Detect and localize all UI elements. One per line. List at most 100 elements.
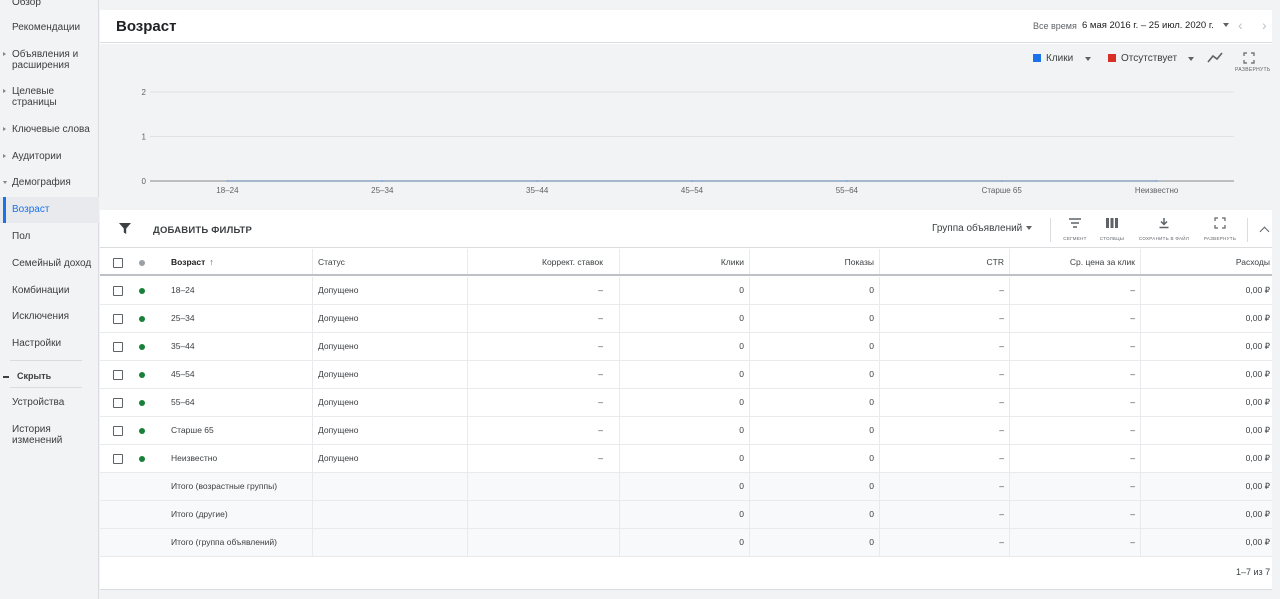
column-header-status[interactable]: Статус [318, 257, 345, 267]
chevron-down-icon[interactable] [1188, 57, 1194, 61]
column-divider [749, 389, 750, 416]
sidebar-item-overview[interactable]: Обзор [0, 0, 99, 8]
status-dot-icon [139, 400, 145, 406]
avg-cpc-cell: – [1130, 509, 1135, 519]
select-all-checkbox[interactable] [113, 258, 123, 268]
row-checkbox[interactable] [113, 286, 123, 296]
chevron-up-icon[interactable] [1259, 226, 1270, 237]
column-header-cost[interactable]: Расходы [1235, 257, 1270, 267]
segment-button[interactable]: СЕГМЕНТ [1062, 216, 1088, 241]
x-tick-label: 18–24 [216, 186, 239, 195]
sidebar-item-age[interactable]: Возраст [0, 197, 99, 223]
sidebar-item-change-history[interactable]: История изменений [0, 424, 99, 446]
bid-adjustment-cell[interactable]: – [598, 341, 603, 351]
column-header-ctr[interactable]: CTR [986, 257, 1004, 267]
sidebar-item-gender[interactable]: Пол [0, 231, 99, 242]
cost-cell: 0,00 ₽ [1245, 397, 1270, 407]
sidebar-hide-toggle[interactable]: Скрыть [0, 371, 99, 382]
sidebar-item-keywords[interactable]: Ключевые слова [0, 124, 99, 135]
caret-down-icon [3, 181, 7, 184]
bid-adjustment-cell[interactable]: – [598, 397, 603, 407]
x-tick-label: 55–64 [836, 186, 859, 195]
sidebar-item-label: Рекомендации [12, 22, 81, 33]
impressions-cell: 0 [869, 537, 874, 547]
sidebar-item-demographics[interactable]: Демография [0, 177, 99, 188]
add-filter-button[interactable]: ДОБАВИТЬ ФИЛЬТР [153, 225, 253, 236]
chevron-left-icon[interactable]: ‹ [1238, 17, 1243, 33]
sidebar-item-landing-pages[interactable]: Целевые страницы [0, 86, 99, 108]
metric2-color-swatch [1108, 54, 1116, 62]
sidebar-item-ads[interactable]: Объявления и расширения [0, 49, 99, 71]
sidebar-item-recommendations[interactable]: Рекомендации [0, 22, 99, 33]
chevron-down-icon[interactable] [1085, 57, 1091, 61]
expand-icon[interactable] [1243, 52, 1255, 64]
status-cell: Допущено [318, 425, 359, 435]
page-header: Возраст Все время 6 мая 2016 г. – 25 июл… [100, 10, 1272, 43]
toolbar-divider [1050, 218, 1051, 242]
chart-type-icon[interactable] [1207, 52, 1223, 64]
sidebar-item-devices[interactable]: Устройства [0, 397, 99, 408]
bid-adjustment-cell[interactable]: – [598, 453, 603, 463]
chevron-right-icon[interactable]: › [1262, 17, 1267, 33]
clicks-cell: 0 [739, 509, 744, 519]
column-divider [1009, 249, 1010, 274]
download-label: СОХРАНИТЬ В ФАЙЛ [1138, 236, 1190, 241]
table-header-row: Возраст ↑ Статус Коррект. ставок Клики Показы… [100, 249, 1272, 276]
metric2-selector[interactable]: Отсутствует [1121, 53, 1178, 64]
download-button[interactable]: СОХРАНИТЬ В ФАЙЛ [1135, 216, 1193, 241]
row-checkbox[interactable] [113, 398, 123, 408]
columns-label: СТОЛБЦЫ [1099, 236, 1125, 241]
avg-cpc-cell: – [1130, 313, 1135, 323]
sidebar-item-label: Настройки [12, 338, 62, 349]
chevron-down-icon[interactable] [1026, 226, 1032, 230]
sidebar-item-combinations[interactable]: Комбинации [0, 285, 99, 296]
ctr-cell: – [999, 509, 1004, 519]
bid-adjustment-cell[interactable]: – [598, 285, 603, 295]
sidebar-item-settings[interactable]: Настройки [0, 338, 99, 349]
row-checkbox[interactable] [113, 426, 123, 436]
avg-cpc-cell: – [1130, 397, 1135, 407]
caret-right-icon [3, 52, 6, 56]
minus-icon [3, 376, 9, 378]
sidebar-item-audiences[interactable]: Аудитории [0, 151, 99, 162]
row-checkbox[interactable] [113, 454, 123, 464]
row-checkbox[interactable] [113, 342, 123, 352]
expand-table-button[interactable]: РАЗВЕРНУТЬ [1200, 216, 1240, 241]
status-dot-icon [139, 316, 145, 322]
bid-adjustment-cell[interactable]: – [598, 313, 603, 323]
bid-adjustment-cell[interactable]: – [598, 369, 603, 379]
ad-group-level-select[interactable]: Группа объявлений [932, 223, 1023, 234]
column-divider [1140, 277, 1141, 304]
sidebar-item-exclusions[interactable]: Исключения [0, 311, 99, 322]
row-checkbox[interactable] [113, 314, 123, 324]
row-checkbox[interactable] [113, 370, 123, 380]
sidebar-item-household-income[interactable]: Семейный доход [0, 258, 99, 269]
column-header-clicks[interactable]: Клики [720, 257, 744, 267]
date-range-picker[interactable]: 6 мая 2016 г. – 25 июл. 2020 г. [1082, 20, 1214, 31]
column-header-avg-cpc[interactable]: Ср. цена за клик [1069, 257, 1135, 267]
column-header-age[interactable]: Возраст ↑ [171, 249, 311, 274]
bid-adjustment-cell[interactable]: – [598, 425, 603, 435]
metric1-selector[interactable]: Клики [1046, 53, 1074, 64]
column-header-impressions[interactable]: Показы [844, 257, 874, 267]
cost-cell: 0,00 ₽ [1245, 341, 1270, 351]
column-header-bid-adjustment[interactable]: Коррект. ставок [542, 257, 603, 267]
age-range-cell: 35–44 [171, 341, 195, 351]
x-tick-label: 35–44 [526, 186, 549, 195]
date-range-label: Все время [1033, 21, 1077, 31]
cost-cell: 0,00 ₽ [1245, 313, 1270, 323]
column-divider [1009, 473, 1010, 500]
column-divider [619, 249, 620, 274]
y-tick-label: 2 [142, 88, 147, 97]
x-tick-label: Неизвестно [1135, 186, 1179, 195]
data-point [536, 180, 538, 182]
column-divider [1009, 417, 1010, 444]
avg-cpc-cell: – [1130, 453, 1135, 463]
chevron-down-icon[interactable] [1223, 23, 1229, 27]
total-row: Итого (группа объявлений) 0 0 – – 0,00 ₽ [100, 529, 1272, 557]
column-divider [467, 445, 468, 472]
column-divider [879, 473, 880, 500]
filter-icon[interactable] [119, 223, 131, 234]
columns-button[interactable]: СТОЛБЦЫ [1097, 216, 1127, 241]
sort-ascending-icon[interactable]: ↑ [209, 257, 214, 267]
